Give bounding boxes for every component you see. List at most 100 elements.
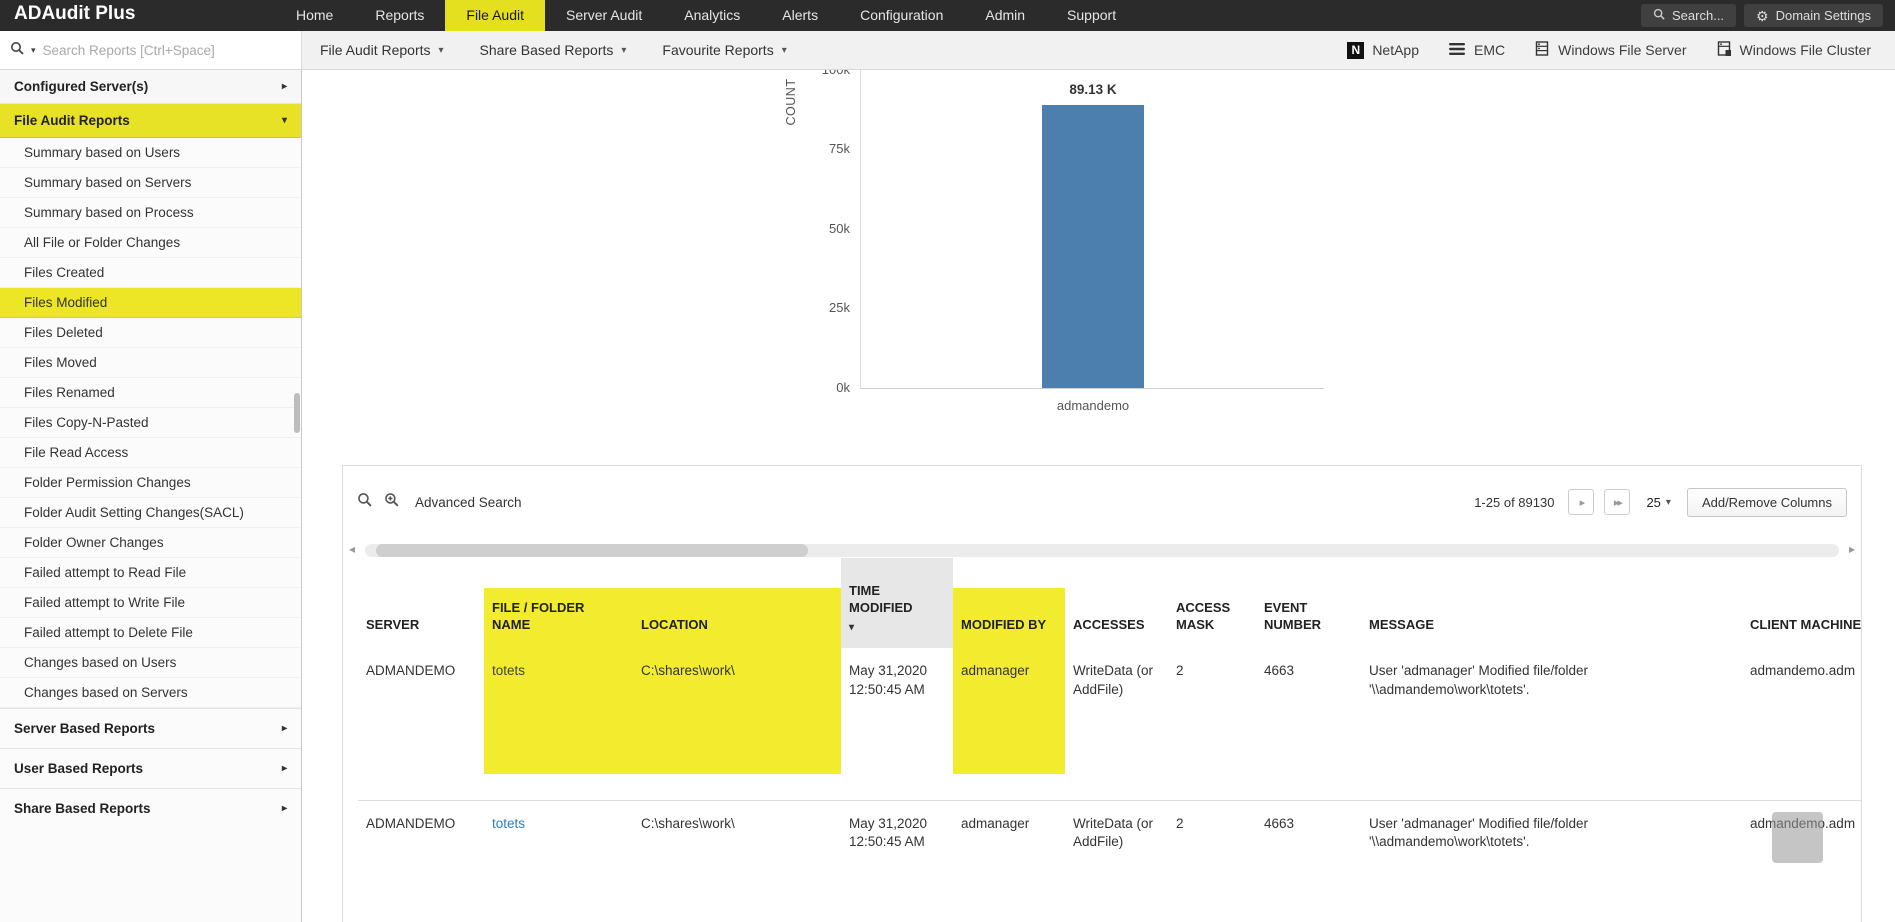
cell-location: C:\shares\work\ bbox=[633, 648, 841, 800]
table-toolbar: Advanced Search 1-25 of 89130 ▸ ▸▸ 25 ▾ … bbox=[357, 480, 1847, 524]
sidebar-item-all-changes[interactable]: All File or Folder Changes bbox=[0, 228, 301, 258]
sidebar-item-summary-users[interactable]: Summary based on Users bbox=[0, 138, 301, 168]
nav-item-reports[interactable]: Reports bbox=[375, 7, 425, 23]
sidebar-bottom-sections: Server Based Reports ▸ User Based Report… bbox=[0, 708, 301, 828]
reports-toolbar: ▾ File Audit Reports ▾ Share Based Repor… bbox=[0, 31, 1895, 70]
sidebar-item-folder-permission-changes[interactable]: Folder Permission Changes bbox=[0, 468, 301, 498]
sidebar-item-failed-read[interactable]: Failed attempt to Read File bbox=[0, 558, 301, 588]
col-header-time-modified[interactable]: TIME MODIFIED ▾ bbox=[841, 558, 953, 648]
horizontal-scrollbar[interactable] bbox=[365, 544, 1839, 557]
table-row[interactable]: ADMANDEMO totets C:\shares\work\ May 31,… bbox=[358, 648, 1861, 800]
storage-shortcuts: N NetApp EMC Windows File Server Windows… bbox=[1347, 31, 1895, 69]
page-size-dropdown[interactable]: 25 ▾ bbox=[1640, 495, 1677, 510]
col-header-access-mask[interactable]: ACCESS MASK bbox=[1176, 600, 1231, 633]
windows-file-cluster-link[interactable]: Windows File Cluster bbox=[1717, 40, 1871, 60]
files-modified-chart: COUNT 100k 75k 50k 25k 0k 89.13 K bbox=[302, 70, 1402, 395]
y-tick-25k: 25k bbox=[829, 300, 850, 315]
col-header-modified-by[interactable]: MODIFIED BY bbox=[953, 558, 1065, 648]
floating-scroll-button[interactable] bbox=[1772, 812, 1823, 863]
nav-item-file-audit[interactable]: File Audit bbox=[445, 0, 545, 31]
menu-share-based-reports-label: Share Based Reports bbox=[479, 42, 614, 58]
gear-icon: ⚙ bbox=[1756, 7, 1769, 24]
add-remove-columns-button[interactable]: Add/Remove Columns bbox=[1686, 487, 1847, 517]
sidebar-section-share-based[interactable]: Share Based Reports ▸ bbox=[0, 788, 301, 828]
hscroll-left-arrow-icon[interactable]: ◂ bbox=[349, 542, 356, 556]
file-audit-reports-label: File Audit Reports bbox=[14, 113, 130, 128]
col-header-server[interactable]: SERVER bbox=[366, 617, 420, 633]
sidebar-item-folder-owner-changes[interactable]: Folder Owner Changes bbox=[0, 528, 301, 558]
nav-item-home[interactable]: Home bbox=[296, 7, 334, 23]
horizontal-scrollbar-thumb[interactable] bbox=[376, 544, 808, 557]
nav-item-support[interactable]: Support bbox=[1067, 7, 1117, 23]
sidebar-item-files-created[interactable]: Files Created bbox=[0, 258, 301, 288]
app-logo: ADAudit Plus bbox=[14, 3, 136, 24]
col-header-location[interactable]: LOCATION bbox=[633, 558, 841, 648]
sidebar-item-failed-delete[interactable]: Failed attempt to Delete File bbox=[0, 618, 301, 648]
hscroll-right-arrow-icon[interactable]: ▸ bbox=[1848, 542, 1855, 556]
sidebar-item-folder-audit-sacl[interactable]: Folder Audit Setting Changes(SACL) bbox=[0, 498, 301, 528]
sidebar-item-summary-servers[interactable]: Summary based on Servers bbox=[0, 168, 301, 198]
sidebar-item-files-copy-pasted[interactable]: Files Copy-N-Pasted bbox=[0, 408, 301, 438]
menu-favourite-reports[interactable]: Favourite Reports ▾ bbox=[644, 31, 804, 70]
search-scope-caret-icon[interactable]: ▾ bbox=[31, 44, 36, 55]
chevron-down-icon: ▾ bbox=[781, 44, 787, 56]
sidebar-item-changes-servers[interactable]: Changes based on Servers bbox=[0, 678, 301, 708]
sidebar-item-summary-process[interactable]: Summary based on Process bbox=[0, 198, 301, 228]
col-header-event-number[interactable]: EVENT NUMBER bbox=[1264, 600, 1322, 633]
chevron-right-icon: ▸ bbox=[281, 763, 287, 774]
col-header-client-machine[interactable]: CLIENT MACHINE bbox=[1750, 617, 1861, 633]
sidebar-item-files-modified[interactable]: Files Modified bbox=[0, 288, 301, 318]
sidebar-scrollbar-thumb[interactable] bbox=[294, 393, 300, 433]
emc-icon bbox=[1449, 42, 1466, 59]
bar-admandemo[interactable] bbox=[1042, 105, 1144, 388]
col-header-accesses[interactable]: ACCESSES bbox=[1073, 617, 1145, 633]
sidebar-section-user-based[interactable]: User Based Reports ▸ bbox=[0, 748, 301, 788]
emc-link[interactable]: EMC bbox=[1449, 42, 1505, 59]
advanced-search-icon[interactable] bbox=[384, 492, 401, 512]
col-header-message[interactable]: MESSAGE bbox=[1369, 617, 1435, 633]
sidebar-section-file-audit-reports[interactable]: File Audit Reports ▾ bbox=[0, 104, 301, 138]
report-search-box[interactable]: ▾ bbox=[0, 31, 302, 69]
global-search-button[interactable]: Search... bbox=[1641, 4, 1737, 27]
nav-item-server-audit[interactable]: Server Audit bbox=[565, 7, 643, 23]
pagination-range: 1-25 of 89130 bbox=[1474, 494, 1555, 510]
last-page-button[interactable]: ▸▸ bbox=[1604, 489, 1631, 515]
sidebar-item-files-moved[interactable]: Files Moved bbox=[0, 348, 301, 378]
sidebar-section-configured-servers[interactable]: Configured Server(s) ▸ bbox=[0, 70, 301, 104]
sidebar-item-files-renamed[interactable]: Files Renamed bbox=[0, 378, 301, 408]
next-page-button[interactable]: ▸ bbox=[1568, 489, 1595, 515]
sidebar-item-file-read-access[interactable]: File Read Access bbox=[0, 438, 301, 468]
nav-item-analytics[interactable]: Analytics bbox=[684, 7, 741, 23]
advanced-search-label[interactable]: Advanced Search bbox=[415, 494, 522, 510]
nav-item-admin[interactable]: Admin bbox=[985, 7, 1026, 23]
sidebar-item-changes-users[interactable]: Changes based on Users bbox=[0, 648, 301, 678]
menu-file-audit-reports-label: File Audit Reports bbox=[320, 42, 431, 58]
table-row[interactable]: ADMANDEMO totets C:\shares\work\ May 31,… bbox=[358, 799, 1861, 922]
file-link[interactable]: totets bbox=[492, 663, 526, 678]
table-search-icon[interactable] bbox=[357, 492, 372, 512]
table-scroll-region: SERVER FILE / FOLDER NAME LOCATION TIME … bbox=[351, 558, 1861, 922]
file-link[interactable]: totets bbox=[492, 815, 526, 831]
server-based-reports-label: Server Based Reports bbox=[14, 721, 156, 736]
nav-item-configuration[interactable]: Configuration bbox=[860, 7, 944, 23]
chevron-down-icon: ▾ bbox=[621, 44, 627, 56]
netapp-link[interactable]: N NetApp bbox=[1347, 41, 1419, 59]
cell-server: ADMANDEMO bbox=[358, 799, 484, 922]
domain-settings-button[interactable]: ⚙ Domain Settings bbox=[1744, 4, 1883, 27]
nav-item-alerts[interactable]: Alerts bbox=[782, 7, 819, 23]
sort-desc-icon: ▾ bbox=[849, 622, 855, 633]
menu-file-audit-reports[interactable]: File Audit Reports ▾ bbox=[302, 31, 462, 70]
navbar-right: Search... ⚙ Domain Settings bbox=[1641, 0, 1895, 31]
y-tick-75k: 75k bbox=[829, 141, 850, 156]
sidebar-section-server-based[interactable]: Server Based Reports ▸ bbox=[0, 708, 301, 748]
sidebar-item-failed-write[interactable]: Failed attempt to Write File bbox=[0, 588, 301, 618]
col-header-file-folder-name[interactable]: FILE / FOLDER NAME bbox=[484, 558, 633, 648]
cell-access-mask: 2 bbox=[1176, 663, 1184, 678]
chevron-down-icon: ▾ bbox=[1665, 496, 1671, 508]
search-icon bbox=[1653, 8, 1665, 23]
menu-share-based-reports[interactable]: Share Based Reports ▾ bbox=[462, 31, 645, 70]
sidebar-item-files-deleted[interactable]: Files Deleted bbox=[0, 318, 301, 348]
report-search-input[interactable] bbox=[42, 42, 291, 58]
windows-file-server-link[interactable]: Windows File Server bbox=[1535, 40, 1687, 60]
pagination-controls: 1-25 of 89130 ▸ ▸▸ 25 ▾ Add/Remove Colum… bbox=[1474, 487, 1847, 517]
